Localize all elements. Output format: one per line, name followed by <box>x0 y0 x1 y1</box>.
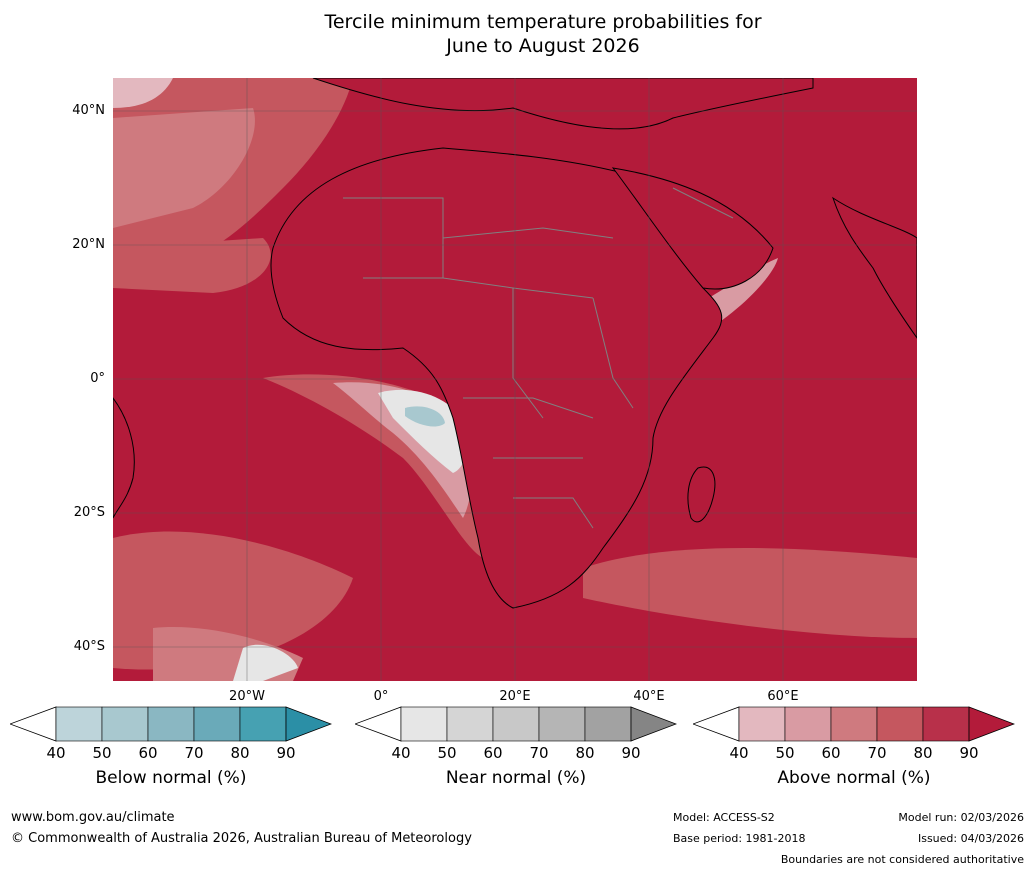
south-ocean-grey <box>233 644 298 681</box>
boundaries-disclaimer: Boundaries are not considered authoritat… <box>780 853 1024 866</box>
below-tick-40: 40 <box>46 744 66 762</box>
near-normal-label: Near normal (%) <box>445 768 587 788</box>
near-tick-60: 60 <box>483 744 503 762</box>
below-normal-patch <box>405 406 445 427</box>
colorbar-above <box>693 706 1015 742</box>
above-normal-label: Above normal (%) <box>777 768 931 788</box>
above-tick-50: 50 <box>775 744 795 762</box>
colorbar-above-bin-50 <box>784 706 832 742</box>
arabia-landmass <box>611 167 774 290</box>
colorbar-near-bin-70 <box>538 706 586 742</box>
near-tick-70: 70 <box>529 744 549 762</box>
model-name: Model: ACCESS-S2 <box>673 811 775 824</box>
near-normal-plume <box>378 389 467 473</box>
colorbar-near-bin-50 <box>446 706 494 742</box>
above-tick-70: 70 <box>867 744 887 762</box>
base-period: Base period: 1981-2018 <box>673 832 806 845</box>
colorbar-near <box>355 706 677 742</box>
indian-ocean-patch <box>583 548 917 638</box>
lon-label-60e: 60°E <box>767 689 799 704</box>
colorbar-below-min-arrow <box>10 706 57 742</box>
colorbar-below <box>10 706 332 742</box>
title-line-2: June to August 2026 <box>446 35 640 57</box>
country-borders <box>343 187 734 529</box>
below-tick-50: 50 <box>92 744 112 762</box>
graticule <box>113 78 917 681</box>
colorbar-near-bin-40 <box>400 706 448 742</box>
colorbar-below-bin-40 <box>55 706 103 742</box>
below-tick-70: 70 <box>184 744 204 762</box>
below-tick-80: 80 <box>230 744 250 762</box>
lat-label-0: 0° <box>90 371 105 386</box>
colorbar-below-max-arrow <box>285 706 332 742</box>
africa-landmass <box>270 147 723 609</box>
lon-label-20w: 20°W <box>229 689 265 704</box>
colorbar-below-bin-50 <box>101 706 149 742</box>
map-title: Tercile minimum temperature probabilitie… <box>0 10 1035 58</box>
near-tick-80: 80 <box>575 744 595 762</box>
colorbar-above-bin-70 <box>876 706 924 742</box>
north-atlantic-patch-light <box>113 78 173 108</box>
lat-label-40s: 40°S <box>73 639 105 654</box>
north-atlantic-patch-inner <box>113 108 255 228</box>
colorbar-above-bin-80 <box>922 706 970 742</box>
above-tick-80: 80 <box>913 744 933 762</box>
colorbar-above-bin-40 <box>738 706 786 742</box>
lat-label-20s: 20°S <box>73 505 105 520</box>
colorbar-near-max-arrow <box>630 706 677 742</box>
madagascar <box>687 466 716 523</box>
colorbar-near-bin-80 <box>584 706 632 742</box>
lon-label-40e: 40°E <box>633 689 665 704</box>
probability-map <box>113 78 917 681</box>
europe-coast <box>312 78 814 130</box>
colorbar-below-bin-80 <box>239 706 287 742</box>
near-tick-90: 90 <box>621 744 641 762</box>
above-tick-60: 60 <box>821 744 841 762</box>
lon-label-20e: 20°E <box>499 689 531 704</box>
website-link[interactable]: www.bom.gov.au/climate <box>11 810 175 825</box>
colorbar-near-min-arrow <box>355 706 402 742</box>
colorbar-above-min-arrow <box>693 706 740 742</box>
title-line-1: Tercile minimum temperature probabilitie… <box>324 11 762 33</box>
above-tick-40: 40 <box>729 744 749 762</box>
colorbar-above-bin-60 <box>830 706 878 742</box>
near-tick-50: 50 <box>437 744 457 762</box>
above-tick-90: 90 <box>959 744 979 762</box>
lon-label-0: 0° <box>373 689 389 704</box>
model-run-date: Model run: 02/03/2026 <box>898 811 1024 824</box>
india-landmass <box>832 196 917 339</box>
below-tick-90: 90 <box>276 744 296 762</box>
colorbar-near-bin-60 <box>492 706 540 742</box>
copyright-text: © Commonwealth of Australia 2026, Austra… <box>11 831 472 846</box>
near-tick-40: 40 <box>391 744 411 762</box>
map-canvas <box>113 78 917 681</box>
issued-date: Issued: 04/03/2026 <box>917 832 1024 845</box>
below-normal-label: Below normal (%) <box>95 768 247 788</box>
colorbar-above-max-arrow <box>968 706 1015 742</box>
lat-label-20n: 20°N <box>72 237 105 252</box>
colorbar-below-bin-60 <box>147 706 195 742</box>
tropical-atlantic-patch <box>113 238 271 293</box>
colorbar-below-bin-70 <box>193 706 241 742</box>
south-america-coast <box>113 397 135 519</box>
lat-label-40n: 40°N <box>72 103 105 118</box>
below-tick-60: 60 <box>138 744 158 762</box>
